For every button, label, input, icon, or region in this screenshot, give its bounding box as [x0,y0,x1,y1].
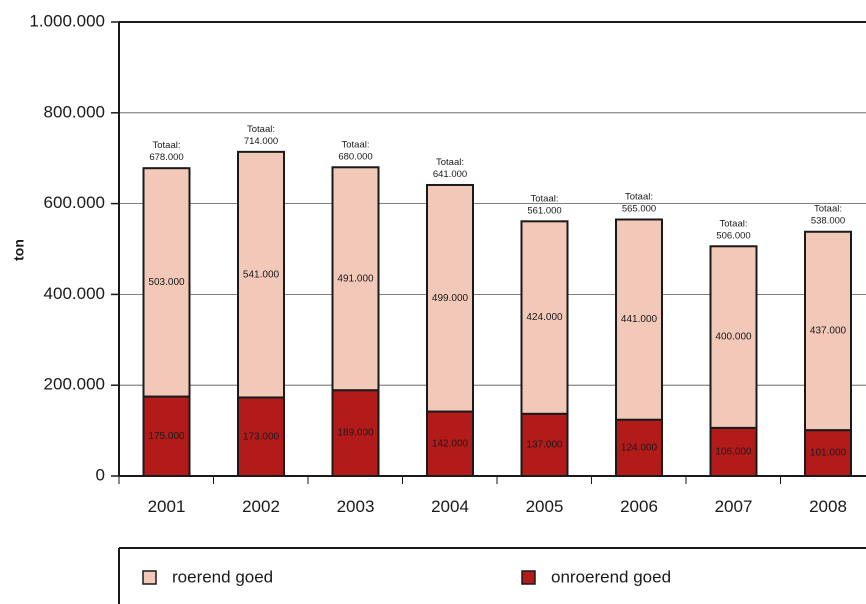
bar-value-label-roerend-goed: 503.000 [148,277,185,288]
total-prefix-label: Totaal: [720,218,748,229]
bars: 175.000503.000Totaal:678.000173.000541.0… [142,124,852,478]
bar-roerend-goed [615,218,663,421]
bar-value-label-onroerend-goed: 175.000 [148,431,185,442]
y-tick-label: 1.000.000 [29,11,105,30]
bar-value-label-onroerend-goed: 101.000 [810,448,847,459]
total-value-label: 641.000 [433,169,467,180]
y-tick-label: 800.000 [44,102,105,121]
total-prefix-label: Totaal: [531,193,559,204]
bar-roerend-goed [709,245,758,429]
total-value-label: 565.000 [622,203,656,214]
total-prefix-label: Totaal: [153,140,181,151]
total-prefix-label: Totaal: [625,191,653,202]
x-tick-label: 2001 [148,497,186,516]
bar-value-label-roerend-goed: 400.000 [715,332,752,343]
x-axis-ticks: 2001 2002 2003 2004 2005 2006 2007 2008 [118,476,847,516]
total-value-label: 680.000 [338,151,372,162]
bar-value-label-onroerend-goed: 173.000 [243,431,280,442]
x-tick-label: 2006 [620,497,658,516]
bar-roerend-goed [331,166,380,392]
bar-value-label-roerend-goed: 437.000 [810,326,847,337]
bar-value-label-onroerend-goed: 142.000 [432,438,469,449]
y-tick-label: 200.000 [44,375,105,394]
legend-swatch [142,570,157,585]
bar-onroerend-goed [237,396,285,478]
y-axis-ticks: 0 200.000 400.000 600.000 800.000 1.000.000 [29,11,119,484]
bar-roerend-goed [237,150,285,399]
bar-onroerend-goed [142,395,191,477]
legend-label: roerend goed [172,567,273,586]
legend: roerend goed onroerend goed [118,547,866,604]
legend-swatch [521,570,536,585]
axes [118,21,866,477]
bar-value-label-roerend-goed: 424.000 [526,312,563,323]
x-tick-label: 2008 [809,497,847,516]
y-tick-label: 0 [96,465,105,484]
total-prefix-label: Totaal: [436,157,464,168]
legend-label: onroerend goed [551,567,671,586]
total-value-label: 538.000 [811,216,845,227]
bar-onroerend-goed [331,389,380,477]
bar-value-label-roerend-goed: 541.000 [243,269,280,280]
bar-value-label-onroerend-goed: 106.000 [715,447,752,458]
x-tick-label: 2002 [242,497,280,516]
total-value-label: 714.000 [244,136,278,147]
x-tick-label: 2007 [715,497,753,516]
y-axis-label: ton [11,239,27,261]
bar-value-label-onroerend-goed: 137.000 [526,440,563,451]
x-tick-label: 2003 [337,497,375,516]
bar-onroerend-goed [804,429,852,477]
bar-roerend-goed [426,183,474,413]
bar-roerend-goed [520,220,569,415]
total-prefix-label: Totaal: [342,139,370,150]
bar-value-label-roerend-goed: 499.000 [432,293,469,304]
bar-roerend-goed [142,167,191,398]
x-tick-label: 2005 [526,497,564,516]
bar-value-label-roerend-goed: 491.000 [337,273,374,284]
total-prefix-label: Totaal: [247,124,275,135]
x-tick-label: 2004 [431,497,469,516]
y-tick-label: 600.000 [44,193,105,212]
bar-value-label-onroerend-goed: 189.000 [337,428,374,439]
total-value-label: 678.000 [149,152,183,163]
total-value-label: 506.000 [716,230,750,241]
total-prefix-label: Totaal: [814,204,842,215]
bar-value-label-roerend-goed: 441.000 [621,314,658,325]
total-value-label: 561.000 [527,205,561,216]
bar-value-label-onroerend-goed: 124.000 [621,442,658,453]
y-tick-label: 400.000 [44,284,105,303]
bar-onroerend-goed [709,426,758,478]
bar-roerend-goed [804,230,852,432]
